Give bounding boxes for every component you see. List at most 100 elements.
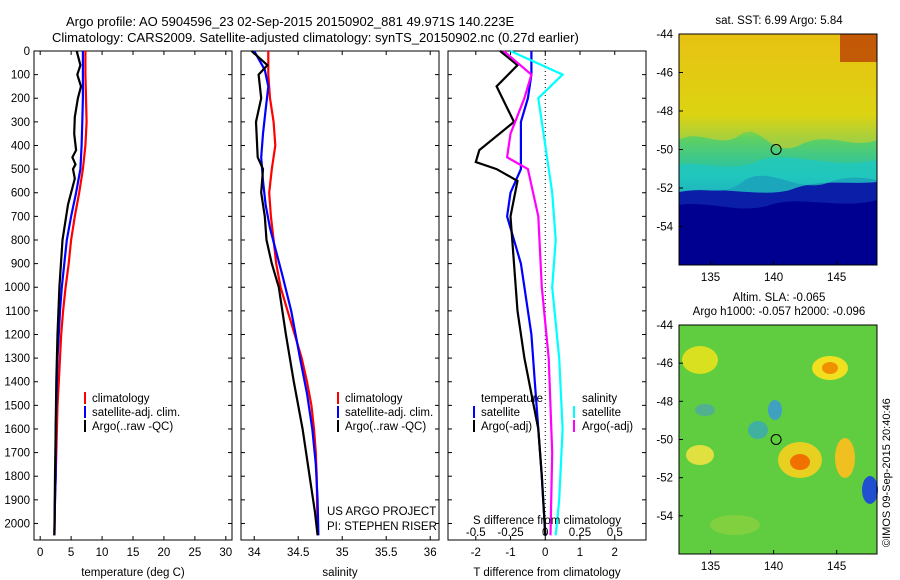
depth-tick-label: 1600 [4,424,30,436]
x-tick-label: 35 [336,547,349,559]
map-lon-tick-label: 145 [827,561,846,573]
sla-map-title1: Altim. SLA: -0.065 [733,292,826,304]
map-lat-tick-label: -54 [656,222,673,234]
series-line [502,50,554,536]
map-lon-tick-label: 135 [701,272,720,284]
sla-blob [695,404,715,416]
depth-tick-label: 1700 [4,448,30,460]
sst-coldest-region [679,200,877,265]
x-tick-label: 15 [127,547,140,559]
sst-map [678,33,878,266]
legend-salinity-heading: salinity [582,393,617,405]
map-lon-tick-label: 140 [764,561,783,573]
series-line [474,50,547,536]
map-lat-tick-label: -50 [656,145,673,157]
argo-location-marker [770,144,782,155]
legend-temperature-heading: temperature [481,393,543,405]
x-tick-label: -2 [471,547,481,559]
series-line [53,50,83,536]
salinity-axis-label: salinity [322,567,357,579]
legend-satellite-label-sal: satellite-adj. clim. [345,407,433,419]
legend-climatology-label: climatology [92,393,150,405]
depth-tick-label: 1500 [4,400,30,412]
s-diff-tick-label: -0.25 [497,527,523,539]
temperature-axis-label: temperature (deg C) [81,567,185,579]
legend-argo-label-sal: Argo(..raw -QC) [345,421,426,433]
difference-panel-frame [447,50,647,541]
map-lat-tick-label: -54 [656,511,673,523]
legend-s-argo-label: Argo(-adj) [582,421,633,433]
depth-tick-label: 1100 [5,306,30,318]
salinity-plot: 34 34.5 35 35.5 36 [241,50,439,559]
map-lat-tick-label: -48 [656,106,673,118]
legend-s-satellite-label: satellite [582,407,621,419]
x-tick-label: 0 [542,547,548,559]
salinity-panel-frame [240,50,440,541]
s-diff-tick-label: 0.5 [607,527,623,539]
x-tick-label: 5 [68,547,74,559]
map-lat-tick-label: -46 [656,68,673,80]
x-tick-label: 20 [158,547,171,559]
s-diff-tick-label: -0.5 [466,527,486,539]
x-tick-label: 25 [188,547,201,559]
map-lat-tick-label: -52 [656,473,673,485]
depth-tick-label: 700 [11,211,30,223]
temperature-panel-frame [33,50,233,541]
sla-blob [790,454,810,470]
sla-blob [682,346,718,374]
map-lat-tick-label: -48 [656,396,673,408]
t-difference-axis-label: T difference from climatology [473,567,620,579]
map-lat-tick-label: -46 [656,358,673,370]
argo-location-marker [770,434,782,445]
map-lon-tick-label: 135 [701,561,720,573]
depth-tick-label: 1300 [4,353,30,365]
credit-line1: US ARGO PROJECT [327,506,436,518]
credit-line2: PI: STEPHEN RISER [327,521,437,533]
x-tick-label: 0 [37,547,43,559]
legend-satellite-label: satellite-adj. clim. [92,407,180,419]
depth-tick-label: 200 [11,93,30,105]
map-lon-tick-label: 140 [764,272,783,284]
sla-map [678,324,878,555]
temperature-plot: 0100200300400500600700800900100011001200… [4,46,232,559]
x-tick-label: 34 [248,547,261,559]
figure-title-line2: Climatology: CARS2009. Satellite-adjuste… [52,30,579,45]
depth-tick-label: 1400 [4,377,30,389]
map-lat-tick-label: -44 [656,320,673,332]
depth-tick-label: 1800 [4,471,30,483]
map-axes: 135 140 145 -44 -46 -48 -50 -52 -54 135 140 145 -44 -… [656,29,846,573]
sla-blob [835,438,855,478]
x-tick-label: 34.5 [287,547,309,559]
sla-blob [862,476,878,504]
s-difference-axis-label: S difference from climatology [473,515,621,527]
depth-tick-label: 0 [24,46,30,58]
sla-blob [768,400,782,420]
depth-tick-label: 500 [11,164,30,176]
sst-front-region [679,157,877,193]
s-diff-tick-label: 0.25 [569,527,591,539]
legend-climatology-label-sal: climatology [345,393,403,405]
x-tick-label: 30 [219,547,232,559]
map-lat-tick-label: -44 [656,29,673,41]
depth-tick-label: 400 [11,140,30,152]
legend-t-satellite-label: satellite [481,407,520,419]
map-lat-tick-label: -52 [656,183,673,195]
depth-tick-label: 300 [11,117,30,129]
sst-warm-region [679,34,877,149]
legend-argo-label: Argo(..raw -QC) [92,421,173,433]
sla-blob [822,362,838,374]
series-line [510,49,565,536]
x-tick-label: 1 [577,547,583,559]
x-tick-label: 35.5 [375,547,397,559]
figure-title-line1: Argo profile: AO 5904596_23 02-Sep-2015 … [66,14,515,29]
sla-blob [748,421,768,439]
legend-t-argo-label: Argo(-adj) [481,421,532,433]
map-lon-tick-label: 145 [827,272,846,284]
depth-tick-label: 100 [11,70,30,82]
series-line [267,51,319,536]
depth-tick-label: 2000 [4,518,30,530]
depth-tick-label: 800 [11,235,30,247]
depth-tick-label: 600 [11,188,30,200]
series-line [250,50,319,536]
map-lat-tick-label: -50 [656,435,673,447]
